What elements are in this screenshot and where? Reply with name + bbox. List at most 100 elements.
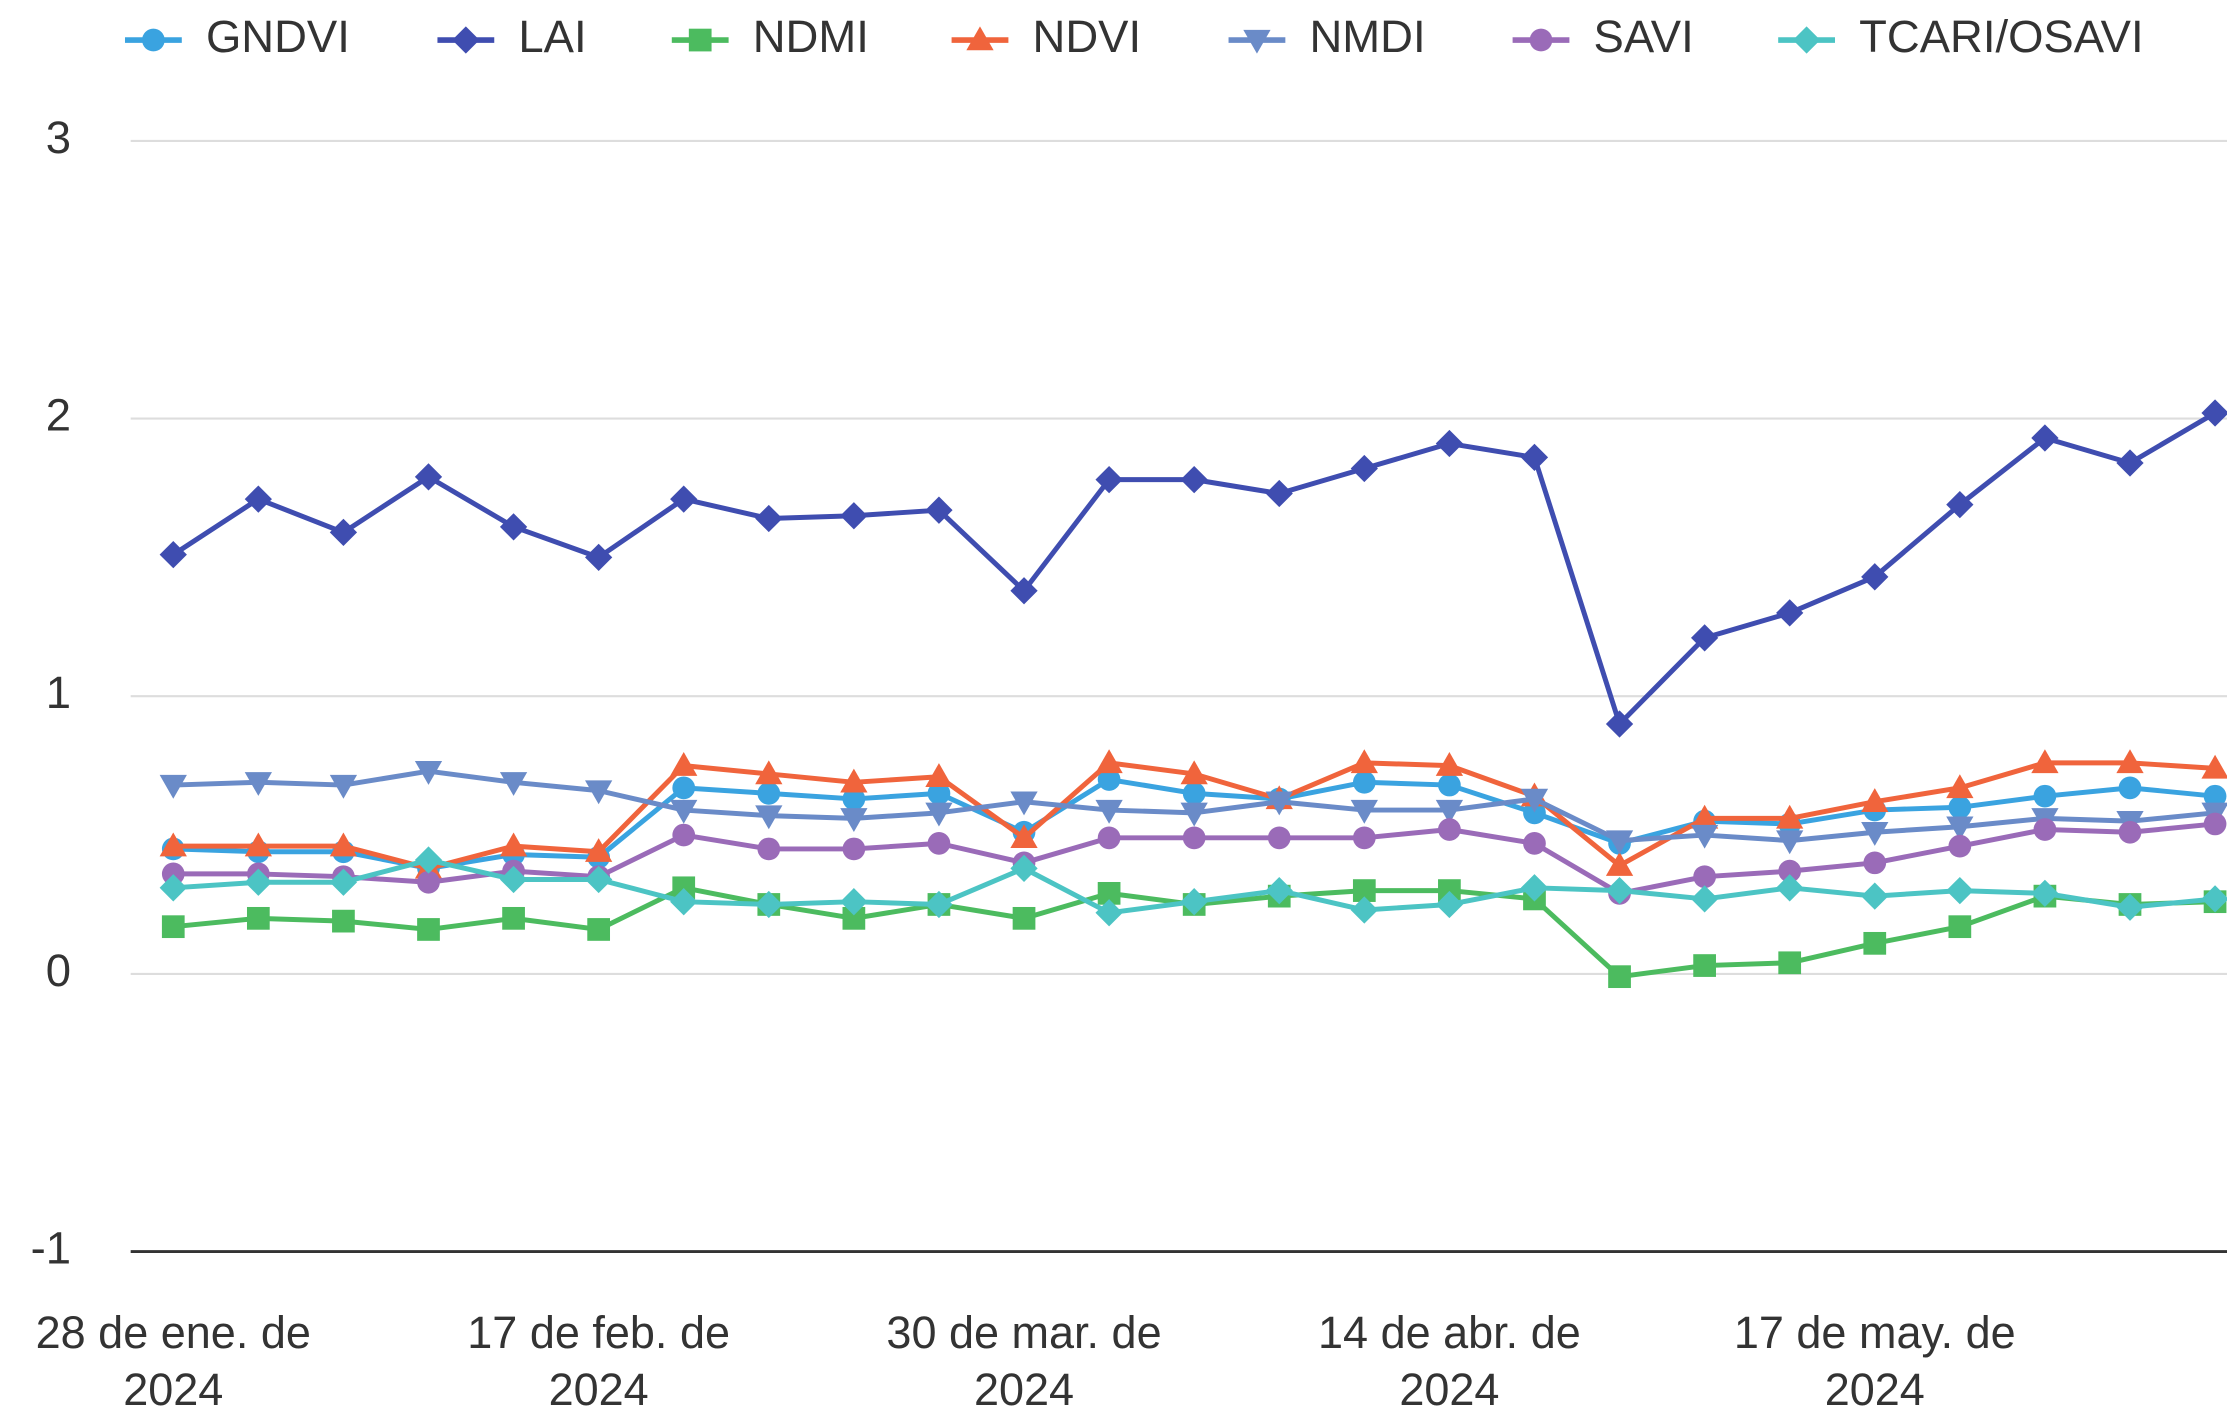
point-marker <box>1523 801 1546 825</box>
legend-label: TCARI/OSAVI <box>1859 11 2143 62</box>
point-marker <box>1350 749 1378 774</box>
point-marker <box>672 823 696 847</box>
point-marker <box>925 496 953 524</box>
point-marker <box>585 865 613 894</box>
legend-label: NDVI <box>1033 11 1142 62</box>
point-marker <box>414 760 443 785</box>
point-marker <box>757 782 781 805</box>
point-marker <box>1180 888 1208 916</box>
point-marker <box>755 805 783 830</box>
point-marker <box>1605 830 1634 855</box>
point-marker <box>244 832 272 857</box>
y-tick-label: -1 <box>31 1223 71 1274</box>
legend-label: LAI <box>518 11 586 62</box>
point-marker <box>840 808 868 833</box>
point-marker <box>840 502 868 530</box>
legend-marker <box>1792 26 1821 54</box>
point-marker <box>2203 812 2227 836</box>
point-marker <box>925 802 953 827</box>
point-marker <box>1778 859 1802 883</box>
point-marker <box>329 774 358 799</box>
point-marker <box>1946 876 1974 905</box>
legend-marker <box>1529 28 1553 52</box>
point-marker <box>1776 599 1804 627</box>
point-marker <box>2031 879 2059 907</box>
point-marker <box>2033 818 2057 841</box>
point-marker <box>1863 931 1887 955</box>
point-marker <box>329 518 358 547</box>
point-marker <box>1267 826 1291 850</box>
point-marker <box>1693 865 1716 889</box>
legend-label: GNDVI <box>206 11 350 62</box>
point-marker <box>329 832 358 857</box>
point-marker <box>925 763 953 787</box>
legend-marker <box>1243 29 1271 54</box>
point-marker <box>1180 802 1208 827</box>
point-marker <box>1690 824 1719 849</box>
series-line <box>171 410 2217 727</box>
point-marker <box>1861 882 1889 910</box>
point-marker <box>1095 899 1123 927</box>
point-marker <box>499 832 528 857</box>
point-marker <box>1861 822 1889 846</box>
point-marker <box>159 540 187 569</box>
point-marker <box>1182 826 1206 850</box>
point-marker <box>1097 881 1121 905</box>
point-marker <box>2031 424 2059 452</box>
point-marker <box>585 780 613 805</box>
point-marker <box>1010 824 1038 849</box>
point-marker <box>1352 770 1376 794</box>
point-marker <box>414 846 443 874</box>
point-marker <box>1180 760 1208 785</box>
legend-marker <box>452 26 480 54</box>
point-marker <box>1350 896 1378 924</box>
point-marker <box>1352 879 1376 902</box>
legend-marker <box>688 28 712 52</box>
point-marker <box>161 915 185 939</box>
point-marker <box>1776 830 1804 855</box>
point-marker <box>757 837 781 861</box>
point-marker <box>1095 799 1123 824</box>
legend-label: NDMI <box>753 11 869 62</box>
point-marker <box>1523 832 1546 855</box>
x-tick-label: 17 de feb. de 2024 <box>467 1306 730 1415</box>
point-marker <box>1350 799 1378 824</box>
point-marker <box>1435 429 1464 458</box>
point-marker <box>159 874 187 902</box>
point-marker <box>1097 826 1121 850</box>
point-marker <box>244 772 272 796</box>
legend-marker <box>142 28 165 52</box>
point-marker <box>927 832 951 855</box>
point-marker <box>927 782 951 805</box>
y-tick-label: 3 <box>46 112 71 163</box>
point-marker <box>2201 399 2227 427</box>
point-marker <box>1010 854 1038 883</box>
point-marker <box>1946 816 1974 841</box>
point-marker <box>2031 749 2059 774</box>
point-marker <box>1010 791 1038 816</box>
point-marker <box>1605 876 1634 905</box>
point-marker <box>1693 954 1716 977</box>
point-marker <box>1435 890 1464 919</box>
point-marker <box>925 890 953 919</box>
point-marker <box>1265 876 1293 905</box>
point-marker <box>1863 851 1887 875</box>
point-marker <box>332 909 355 933</box>
point-marker <box>1948 834 1972 858</box>
point-marker <box>417 870 440 894</box>
x-tick-label: 28 de ene. de 2024 <box>35 1306 311 1415</box>
point-marker <box>417 918 440 941</box>
point-marker <box>1946 774 1974 799</box>
point-marker <box>585 543 613 572</box>
point-marker <box>1690 804 1719 829</box>
point-marker <box>1095 749 1123 774</box>
point-marker <box>840 768 868 793</box>
point-marker <box>1265 791 1293 816</box>
point-marker <box>1520 443 1549 472</box>
point-marker <box>1690 885 1719 913</box>
point-marker <box>672 776 696 800</box>
point-marker <box>1861 563 1889 591</box>
point-marker <box>587 918 611 941</box>
